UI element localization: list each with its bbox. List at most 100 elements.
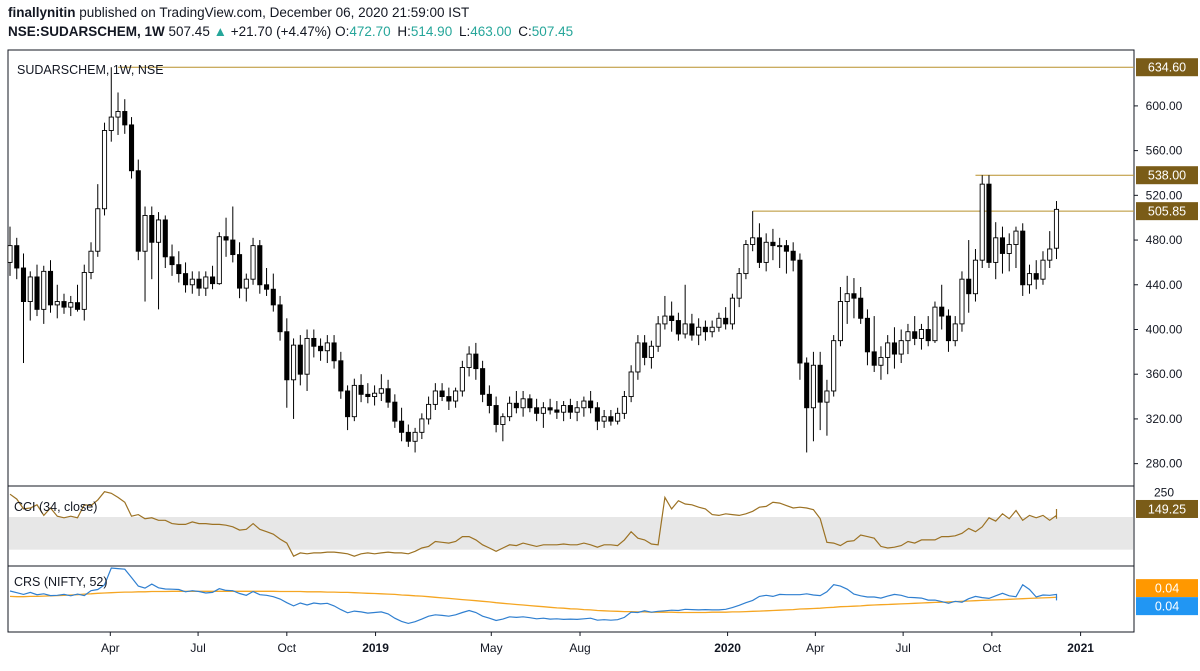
candle-body-44 xyxy=(304,337,310,375)
candle-body-69 xyxy=(473,353,479,370)
price-tick-label-5: 480.00 xyxy=(1146,233,1183,247)
candle-body-99 xyxy=(675,320,681,335)
candle-body-96 xyxy=(655,323,661,347)
candle-body-150 xyxy=(1020,230,1026,286)
level-tag-0-box xyxy=(1136,58,1198,77)
candle-body-155 xyxy=(1053,208,1060,249)
candle-body-22 xyxy=(155,219,162,243)
candle-body-43 xyxy=(297,344,303,375)
candle-body-106 xyxy=(723,317,729,325)
candle-body-68 xyxy=(466,353,472,368)
crs-tag-box xyxy=(1136,597,1198,616)
candle-body-55 xyxy=(378,388,384,394)
candle-body-102 xyxy=(696,326,702,336)
candle-body-71 xyxy=(486,393,492,406)
time-tick-label-10: 2021 xyxy=(1067,641,1094,655)
candle-body-49 xyxy=(338,360,344,392)
crs-ma-tag-box xyxy=(1136,579,1198,598)
price-tick-label-7: 560.00 xyxy=(1146,144,1183,158)
candle-body-101 xyxy=(689,323,695,336)
candle-body-142 xyxy=(966,278,972,295)
candle-body-111 xyxy=(756,237,762,263)
candle-body-92 xyxy=(628,371,634,398)
author-name[interactable]: finallynitin xyxy=(8,5,76,20)
candle-body-14 xyxy=(101,130,108,210)
high-value: 514.90 xyxy=(410,24,453,39)
candle-body-33 xyxy=(230,239,236,256)
candle-body-0 xyxy=(7,245,13,263)
candle-body-60 xyxy=(412,431,418,442)
price-tick-label-8: 600.00 xyxy=(1146,99,1183,113)
candle-body-81 xyxy=(554,409,560,413)
candle-body-82 xyxy=(561,405,567,413)
candle-body-122 xyxy=(831,340,837,392)
pane-frames xyxy=(7,49,1135,633)
candle-body-28 xyxy=(196,278,202,289)
candle-body-91 xyxy=(621,396,627,414)
candle-body-7 xyxy=(54,301,60,306)
candle-body-135 xyxy=(918,329,924,339)
candle-body-29 xyxy=(203,276,209,289)
candle-body-113 xyxy=(770,241,776,247)
last-price: 507.45 xyxy=(168,24,210,39)
candle-body-54 xyxy=(372,392,378,398)
candle-body-89 xyxy=(608,416,614,422)
candle-body-124 xyxy=(844,293,850,302)
candle-body-117 xyxy=(797,259,803,364)
level-tag-1-text: 538.00 xyxy=(1148,169,1186,183)
candle-body-139 xyxy=(945,315,952,342)
candle-body-95 xyxy=(648,345,654,358)
candle-body-73 xyxy=(500,416,506,425)
candle-body-6 xyxy=(47,270,54,306)
candle-body-53 xyxy=(365,393,371,398)
candle-body-39 xyxy=(270,288,276,306)
crs-pane-title: CRS (NIFTY, 52) xyxy=(14,575,108,589)
candle-body-93 xyxy=(635,342,641,373)
candle-body-16 xyxy=(115,111,121,118)
candle-body-46 xyxy=(318,345,324,352)
candle-body-141 xyxy=(959,278,965,325)
candle-body-87 xyxy=(594,407,600,422)
low-value: 463.00 xyxy=(470,24,512,39)
candle-body-50 xyxy=(345,390,351,418)
cci-tag-box xyxy=(1136,499,1198,518)
candle-body-94 xyxy=(642,342,648,358)
candle-body-59 xyxy=(405,431,411,442)
candle-body-26 xyxy=(182,273,189,286)
candle-body-70 xyxy=(480,368,486,395)
candle-body-153 xyxy=(1040,259,1046,280)
open-label: O: xyxy=(335,24,350,39)
candle-body-109 xyxy=(743,244,749,275)
candle-body-133 xyxy=(905,331,911,342)
candle-body-130 xyxy=(885,342,891,358)
cci-tag-text: 149.25 xyxy=(1148,502,1186,516)
candle-body-13 xyxy=(95,208,101,252)
time-axis: Apr Jul Oct 2019 May Aug 2020 Apr Jul Oct 2021 xyxy=(101,632,1094,655)
candle-body-144 xyxy=(979,183,985,261)
candle-body-134 xyxy=(912,331,918,339)
candle-body-15 xyxy=(108,116,114,131)
candle-body-8 xyxy=(61,301,67,308)
candle-body-5 xyxy=(41,270,47,310)
candle-body-129 xyxy=(878,356,884,366)
cci-tick-label-0: 250 xyxy=(1154,486,1174,500)
up-arrow-icon: ▲ xyxy=(213,24,227,39)
candle-body-37 xyxy=(257,245,263,286)
candle-body-84 xyxy=(574,407,580,413)
candle-body-35 xyxy=(243,278,249,289)
price-pane-title: SUDARSCHEM, 1W, NSE xyxy=(17,63,164,77)
chart-canvas[interactable]: 280.00 320.00 360.00 400.00 440.00 480.00 520.… xyxy=(0,44,1200,671)
price-levels xyxy=(118,66,1134,212)
candle-body-18 xyxy=(128,124,135,172)
chart-header: finallynitin published on TradingView.co… xyxy=(8,3,1188,41)
price-tick-label-3: 400.00 xyxy=(1146,322,1183,336)
crs-tag-text: 0.04 xyxy=(1155,600,1179,614)
candle-body-132 xyxy=(898,340,904,355)
candle-body-56 xyxy=(385,388,391,403)
level-tag-1-box xyxy=(1136,166,1198,185)
candle-body-62 xyxy=(426,403,432,420)
candle-body-65 xyxy=(446,396,452,402)
candle-body-24 xyxy=(169,256,175,266)
symbol-line: NSE:SUDARSCHEM, 1W 507.45 ▲ +21.70 (+4.4… xyxy=(8,22,1188,41)
candle-body-36 xyxy=(250,245,256,280)
